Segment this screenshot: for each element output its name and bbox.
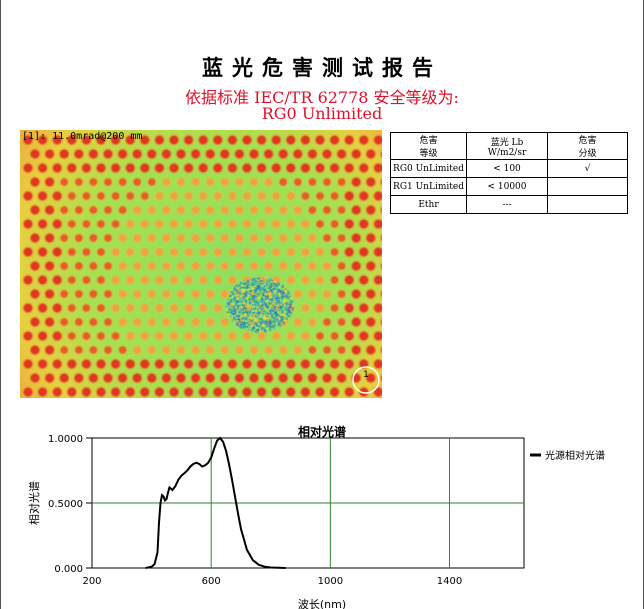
table-row: RG1 UnLimited < 10000	[391, 178, 628, 196]
table-cell: ---	[467, 196, 548, 214]
report-title: 蓝光危害测试报告	[0, 52, 644, 82]
marker-label: 1	[363, 370, 369, 380]
heatmap-label: [1]: 11.0mrad@200 mm	[22, 131, 142, 142]
y-axis-label: 相对光谱	[27, 481, 41, 525]
x-axis-label: 波长(nm)	[298, 598, 346, 609]
x-axis-ticks: 200 600 1000 1400	[82, 576, 462, 587]
x-tick-label: 600	[202, 576, 221, 587]
y-tick-label: 0.5000	[48, 499, 83, 510]
table-cell	[548, 178, 628, 196]
safety-result: RG0 Unlimited	[0, 104, 644, 123]
luminance-heatmap	[20, 130, 382, 398]
x-tick-label: 200	[82, 576, 101, 587]
y-axis-ticks: 0.000 0.5000 1.0000	[48, 434, 92, 575]
table-cell: RG1 UnLimited	[391, 178, 467, 196]
chart-title: 相对光谱	[298, 424, 346, 439]
header-cell: 危害 等级	[391, 133, 467, 160]
table-cell: Ethr	[391, 196, 467, 214]
y-tick-label: 1.0000	[48, 434, 83, 445]
table-cell	[548, 196, 628, 214]
table-cell: < 100	[467, 160, 548, 178]
header-cell: 危害 分级	[548, 133, 628, 160]
spectrum-chart: 相对光谱 0.000 0.5000 1.0000 200 600 1000 1400 光源…	[0, 418, 644, 609]
table-row: RG0 UnLimited < 100 √	[391, 160, 628, 178]
header-cell: 蓝光 Lb W/m2/sr	[467, 133, 548, 160]
table-cell: RG0 UnLimited	[391, 160, 467, 178]
table-header-row: 危害 等级 蓝光 Lb W/m2/sr 危害 分级	[391, 133, 628, 160]
x-tick-label: 1000	[318, 576, 343, 587]
x-tick-label: 1400	[437, 576, 462, 587]
y-tick-label: 0.000	[54, 564, 83, 575]
table-cell: √	[548, 160, 628, 178]
table-row: Ethr ---	[391, 196, 628, 214]
table-cell: < 10000	[467, 178, 548, 196]
measurement-marker: 1	[350, 364, 382, 396]
hazard-table: 危害 等级 蓝光 Lb W/m2/sr 危害 分级 RG0 UnLimited < 1…	[390, 132, 628, 214]
legend-label: 光源相对光谱	[545, 449, 605, 462]
